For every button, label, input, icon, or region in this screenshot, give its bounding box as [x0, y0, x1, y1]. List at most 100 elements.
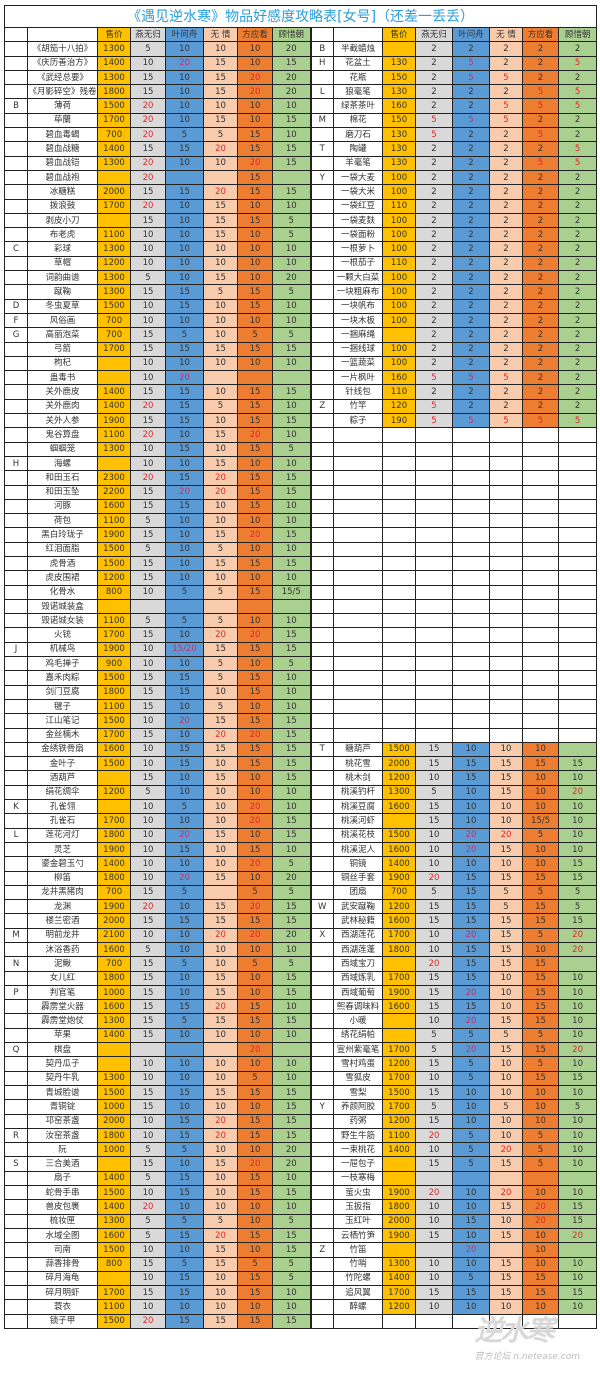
yan-cell: 10: [130, 1299, 166, 1315]
letter-cell: [4, 527, 28, 543]
table-row: 碧血毒蝎 700 20 5 5 15 10 磨刀石 130 5 2 2 5 2: [4, 127, 598, 143]
letter-cell: [309, 184, 334, 200]
yan-cell: 15: [415, 1227, 453, 1244]
table-row: 《月影碎空》残卷 1800 15 10 15 20 20 L 狼毫笔 130 2 2 2 5 5: [4, 84, 598, 100]
ye-cell: 15: [165, 1084, 204, 1101]
wuqing-cell: 20: [203, 727, 238, 743]
yan-cell: [130, 598, 166, 615]
letter-cell: [309, 1156, 334, 1172]
gu-cell: 5: [272, 856, 311, 872]
gu-cell: 10: [272, 541, 311, 557]
item-name: 金绣铁骨扇: [27, 741, 98, 758]
table-row: 碧血战糖 1400 15 15 20 15 15 T 陶罐 130 2 2 2 2 5: [4, 141, 598, 157]
yan-cell: 15: [130, 999, 166, 1015]
item-name: 武林秘籍: [333, 913, 383, 929]
letter-cell: G: [4, 327, 28, 343]
yan-cell: 15: [130, 670, 166, 686]
yan-cell: 10: [130, 355, 166, 372]
ye-cell: 2: [452, 327, 490, 343]
wuqing-cell: 5: [489, 1027, 523, 1044]
letter-cell: [309, 155, 334, 171]
fang-cell: 10: [237, 1213, 273, 1229]
yan-cell: [415, 713, 453, 729]
fang-cell: [237, 598, 273, 615]
gu-cell: 15: [272, 741, 311, 758]
ye-cell: 2: [452, 355, 490, 372]
letter-cell: H: [4, 455, 28, 472]
wuqing-cell: 15: [203, 970, 238, 986]
ye-cell: 2: [452, 84, 490, 100]
gu-cell: 5: [272, 1270, 311, 1287]
item-name: 一块帆布: [333, 298, 383, 314]
letter-cell: [4, 1113, 28, 1129]
ye-cell: 2: [452, 227, 490, 243]
yan-cell: 10: [130, 441, 166, 457]
gu-cell: [557, 541, 598, 557]
header-gu: 顾惜朝: [557, 26, 598, 43]
table-row: J 机械鸟 1900 10 15/20 15 15 15: [4, 641, 598, 658]
price-cell: 1700: [97, 198, 131, 214]
letter-cell: [309, 384, 334, 400]
ye-cell: 10: [165, 698, 204, 715]
letter-cell: [4, 970, 28, 986]
fang-cell: 15: [522, 956, 559, 972]
letter-cell: [309, 441, 334, 457]
yan-cell: 10: [415, 1256, 453, 1272]
letter-cell: R: [4, 1127, 28, 1144]
item-name: 契丹牛乳: [27, 1070, 98, 1086]
wuqing-cell: 10: [203, 1099, 238, 1115]
wuqing-cell: 15: [203, 198, 238, 214]
letter-cell: [309, 270, 334, 286]
yan-cell: 10: [415, 941, 453, 958]
wuqing-cell: 2: [489, 41, 523, 57]
gu-cell: 15: [557, 870, 598, 886]
price-cell: 1200: [382, 1299, 416, 1315]
gu-cell: 5: [557, 98, 598, 114]
price-cell: [382, 41, 416, 57]
fang-cell: 20: [237, 69, 273, 86]
letter-cell: [4, 1070, 28, 1086]
wuqing-cell: 15: [203, 69, 238, 86]
table-row: 碧血战铠 1300 20 10 10 20 15 羊毫笔 130 2 2 2 5 5: [4, 155, 598, 171]
price-cell: 1500: [382, 741, 416, 758]
price-cell: 1300: [97, 270, 131, 286]
price-cell: 150: [382, 69, 416, 86]
item-name: [333, 1313, 383, 1330]
yan-cell: 5: [415, 112, 453, 129]
ye-cell: 15: [165, 1113, 204, 1129]
wuqing-cell: 5: [489, 69, 523, 86]
price-cell: 1100: [382, 1127, 416, 1144]
item-name: 布老虎: [27, 227, 98, 243]
item-name: 拨浪鼓: [27, 198, 98, 214]
table-row: 孔雀石 1700 10 10 10 20 15 桃溪河虾 15 10 10 15/5 10: [4, 813, 598, 829]
letter-cell: W: [309, 899, 334, 915]
price-cell: 1400: [382, 1270, 416, 1287]
price-cell: 2100: [97, 927, 131, 944]
yan-cell: 5: [130, 41, 166, 57]
letter-cell: [309, 1013, 334, 1029]
ye-cell: 10: [165, 770, 204, 786]
gu-cell: 10: [557, 984, 598, 1001]
table-row: 《庆历善治方》 1400 10 20 15 10 15 H 花盆土 130 2 5 2 2 5: [4, 55, 598, 71]
gu-cell: [557, 1242, 598, 1258]
wuqing-cell: 15: [203, 741, 238, 758]
wuqing-cell: [489, 627, 523, 643]
ye-cell: 10: [165, 69, 204, 86]
fang-cell: 20: [237, 627, 273, 643]
header-wuqing: 无 情: [489, 26, 523, 43]
yan-cell: 5: [130, 1170, 166, 1187]
letter-cell: [4, 841, 28, 858]
fang-cell: 15: [237, 1084, 273, 1101]
fang-cell: 5: [522, 927, 559, 944]
table-row: 剥皮小刀 15 10 15 15 5 一袋麦麸 100 2 2 2 2 2: [4, 212, 598, 229]
gu-cell: 15: [272, 1013, 311, 1029]
item-name: 羊毫笔: [333, 155, 383, 171]
gu-cell: [557, 498, 598, 515]
price-cell: 1600: [97, 941, 131, 958]
item-name: 兽皮包裹: [27, 1199, 98, 1215]
letter-cell: [4, 112, 28, 129]
yan-cell: [415, 455, 453, 472]
letter-cell: [309, 1027, 334, 1044]
item-name: 汝窑茶盏: [27, 1127, 98, 1144]
price-cell: 1600: [382, 841, 416, 858]
